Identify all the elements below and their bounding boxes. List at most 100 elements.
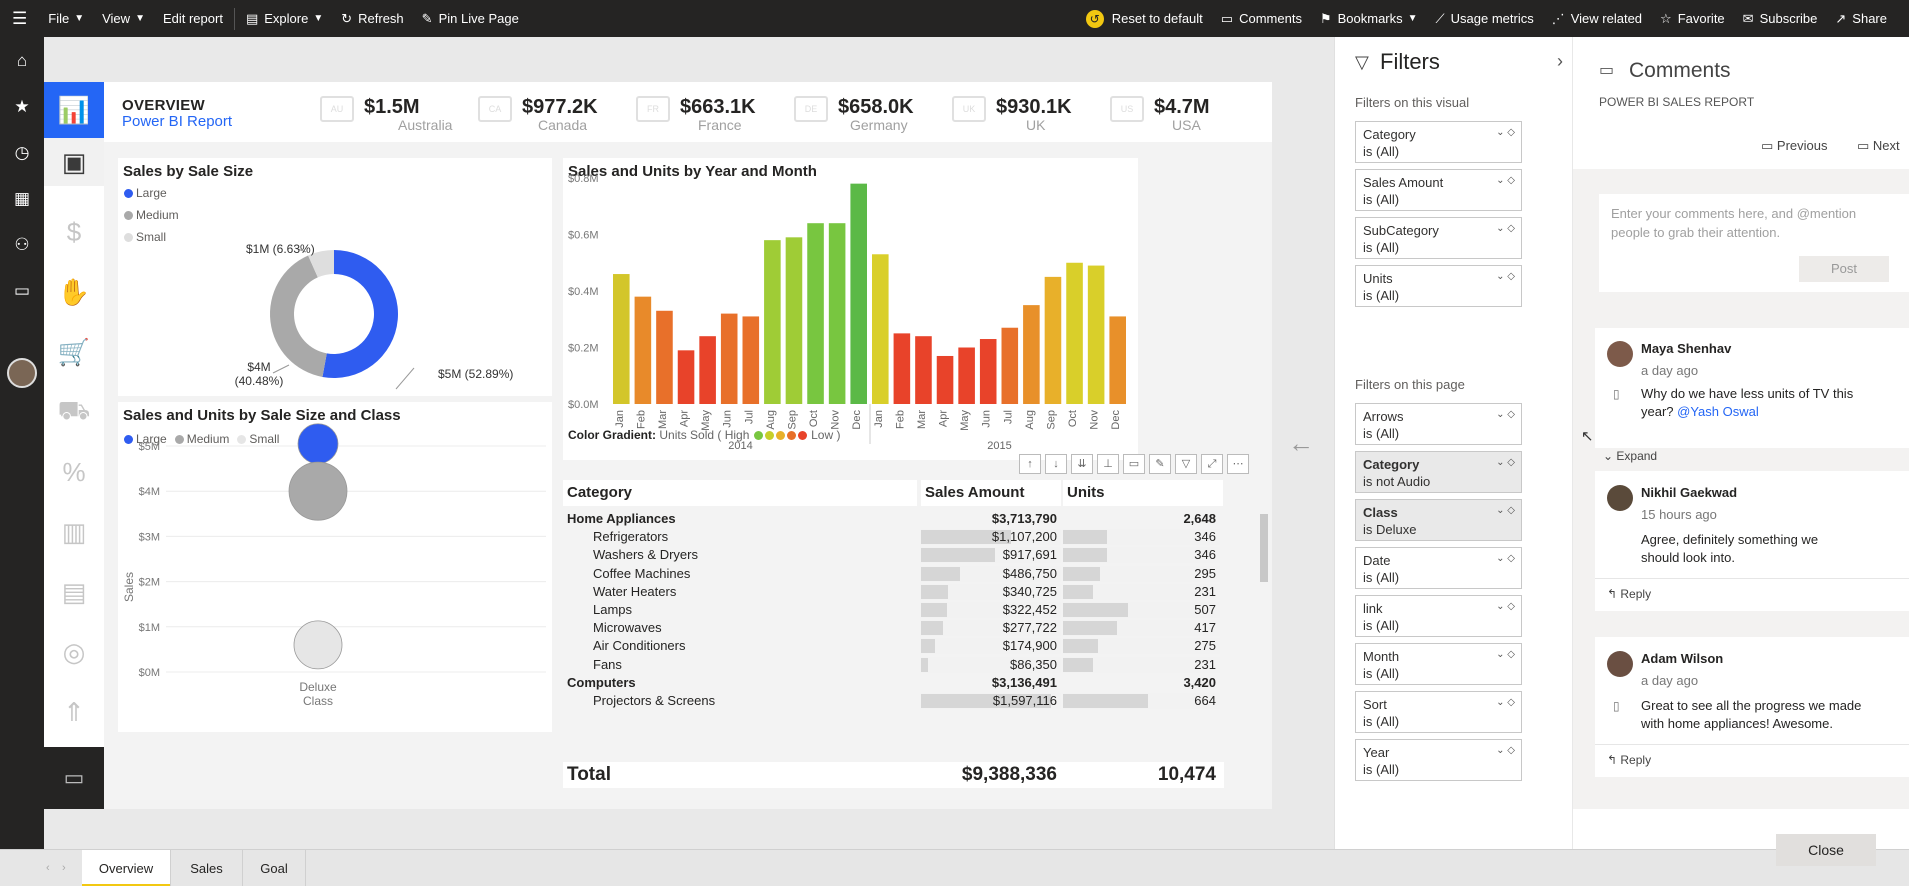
bar[interactable]	[1066, 262, 1083, 404]
page-cash-icon[interactable]: ▤	[61, 576, 87, 607]
bar[interactable]	[979, 339, 997, 404]
app-menu-button[interactable]: ☰	[0, 0, 39, 37]
bar[interactable]	[656, 310, 673, 404]
bar[interactable]	[872, 254, 889, 404]
filter-card-date[interactable]: Date is (All) ⌄ ◇	[1355, 547, 1522, 589]
bar[interactable]	[958, 347, 975, 405]
page-cart-icon[interactable]: 🛒	[57, 336, 91, 367]
bar[interactable]	[613, 274, 630, 404]
donut-slice-medium[interactable]	[270, 255, 327, 377]
pin-icon[interactable]: ✎	[1149, 454, 1171, 474]
bar[interactable]	[828, 223, 846, 404]
drill-up-icon[interactable]: ↑	[1019, 454, 1041, 474]
legend-item-large[interactable]: Large	[124, 186, 179, 200]
filter-card-class[interactable]: Class is Deluxe ⌄ ◇	[1355, 499, 1522, 541]
view-menu[interactable]: View ▼	[102, 11, 145, 26]
mention-link[interactable]: @Yash Oswal	[1677, 404, 1759, 419]
table-scrollbar[interactable]	[1260, 514, 1268, 582]
chevron-down-icon[interactable]: ⌄ ◇	[1496, 127, 1515, 138]
table-row[interactable]: Fans $86,350 231	[563, 656, 1220, 674]
tab-scroll-right-icon[interactable]: ›	[62, 862, 66, 874]
recent-icon[interactable]: ◷	[14, 143, 30, 162]
legend-item-medium[interactable]: Medium	[124, 208, 179, 222]
subscribe-button[interactable]: ✉ Subscribe	[1742, 10, 1818, 27]
comment-icon[interactable]: ▭	[44, 747, 104, 809]
scatter-point-medium[interactable]	[288, 461, 348, 521]
reset-to-default-button[interactable]: ↺ Reset to default	[1077, 0, 1212, 37]
bookmarks-menu[interactable]: ⚑ Bookmarks ▼	[1319, 10, 1418, 27]
kpi-usa[interactable]: US $4.7M USA	[1110, 92, 1250, 136]
bar[interactable]	[893, 333, 911, 404]
previous-button[interactable]: ▭ Previous	[1761, 138, 1828, 153]
chevron-down-icon[interactable]: ⌄ ◇	[1496, 457, 1515, 468]
donut-chart-tile[interactable]: Sales by Sale Size Large Medium Small $1…	[118, 158, 552, 396]
table-row[interactable]: Refrigerators $1,107,200 346	[563, 528, 1220, 546]
tab-scroll-left-icon[interactable]: ‹	[46, 862, 50, 874]
expand-hierarchy-icon[interactable]: ⊥	[1097, 454, 1119, 474]
filter-card-units[interactable]: Units is (All) ⌄ ◇	[1355, 265, 1522, 307]
file-menu[interactable]: File ▼	[48, 11, 85, 26]
bar[interactable]	[1087, 265, 1105, 404]
close-button[interactable]: Close	[1776, 834, 1876, 866]
back-arrow-icon[interactable]: ←	[1288, 428, 1314, 458]
next-button[interactable]: ▭ Next	[1857, 138, 1900, 153]
edit-report-button[interactable]: Edit report	[162, 11, 223, 26]
page-bar-icon[interactable]: ▥	[61, 516, 87, 547]
chevron-down-icon[interactable]: ⌄ ◇	[1496, 649, 1515, 660]
bar[interactable]	[850, 183, 867, 404]
home-icon[interactable]: ⌂	[16, 51, 28, 70]
usage-metrics-button[interactable]: ⟋ Usage metrics	[1435, 10, 1534, 27]
bar[interactable]	[742, 316, 760, 404]
comments-button[interactable]: ▭ Comments	[1220, 10, 1302, 27]
apps-icon[interactable]: ▦	[13, 189, 31, 208]
legend-item-medium[interactable]: Medium	[174, 432, 229, 446]
table-row[interactable]: Lamps $322,452 507	[563, 601, 1220, 619]
tab-sales[interactable]: Sales	[170, 850, 242, 886]
chevron-down-icon[interactable]: ⌄ ◇	[1496, 223, 1515, 234]
bar[interactable]	[1023, 305, 1040, 404]
bar[interactable]	[1109, 316, 1126, 404]
scatter-chart-tile[interactable]: Sales and Units by Sale Size and Class L…	[118, 402, 552, 732]
table-row[interactable]: Air Conditioners $174,900 275	[563, 637, 1220, 655]
scatter-point-small[interactable]	[293, 620, 343, 670]
page-truck-icon[interactable]: ⛟	[57, 394, 91, 425]
bar[interactable]	[764, 240, 781, 404]
filter-card-category[interactable]: Category is (All) ⌄ ◇	[1355, 121, 1522, 163]
refresh-button[interactable]: ↻ Refresh	[341, 10, 404, 27]
workspaces-icon[interactable]: ▭	[13, 281, 31, 300]
legend-item-small[interactable]: Small	[124, 230, 179, 244]
bar[interactable]	[936, 355, 954, 404]
table-row[interactable]: Washers & Dryers $917,691 346	[563, 546, 1220, 564]
page-percent-icon[interactable]: %	[62, 456, 86, 487]
kpi-canada[interactable]: CA $977.2K Canada	[478, 92, 618, 136]
drill-down-icon[interactable]: ↓	[1045, 454, 1067, 474]
bar[interactable]	[634, 296, 652, 404]
filter-icon[interactable]: ▽	[1175, 454, 1197, 474]
reply-button[interactable]: ↰ Reply	[1607, 587, 1652, 601]
expand-button[interactable]: ⌄ Expand	[1603, 449, 1658, 463]
table-row[interactable]: Projectors & Screens $1,597,116 664	[563, 692, 1220, 710]
page-overview-icon[interactable]: 📊	[44, 82, 104, 138]
bar[interactable]	[720, 313, 738, 404]
donut-slice-small[interactable]	[308, 250, 334, 278]
collapse-chevron-icon[interactable]: ›	[1557, 51, 1563, 71]
bar[interactable]	[699, 336, 716, 404]
chevron-down-icon[interactable]: ⌄ ◇	[1496, 409, 1515, 420]
bar[interactable]	[807, 223, 824, 404]
page-target-icon[interactable]: ◎	[62, 636, 86, 667]
bar[interactable]	[1001, 327, 1019, 404]
kpi-uk[interactable]: UK $930.1K UK	[952, 92, 1092, 136]
tab-goal[interactable]: Goal	[242, 850, 306, 886]
filter-card-link[interactable]: link is (All) ⌄ ◇	[1355, 595, 1522, 637]
page-hand-icon[interactable]: ✋	[57, 276, 91, 307]
post-button[interactable]: Post	[1799, 256, 1889, 282]
filter-card-year[interactable]: Year is (All) ⌄ ◇	[1355, 739, 1522, 781]
explore-menu[interactable]: ▤ Explore ▼	[245, 10, 324, 27]
chevron-down-icon[interactable]: ⌄ ◇	[1496, 505, 1515, 516]
chevron-down-icon[interactable]: ⌄ ◇	[1496, 601, 1515, 612]
donut-slice-large[interactable]	[322, 250, 398, 378]
chevron-down-icon[interactable]: ⌄ ◇	[1496, 175, 1515, 186]
table-row[interactable]: Computers $3,136,491 3,420	[563, 674, 1216, 692]
comment-input[interactable]: Enter your comments here, and @mention p…	[1611, 206, 1857, 240]
kpi-france[interactable]: FR $663.1K France	[636, 92, 776, 136]
